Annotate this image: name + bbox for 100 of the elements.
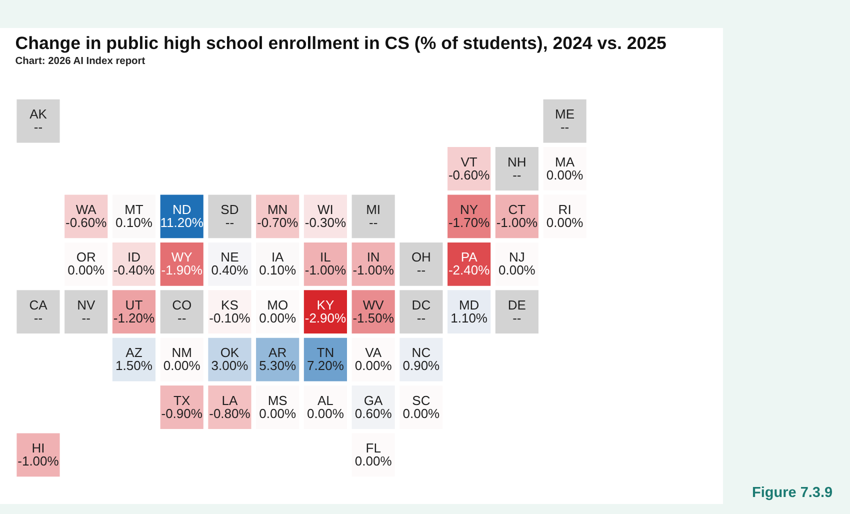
data-label: -1.00% — [352, 262, 394, 278]
data-label: -1.00% — [496, 214, 538, 230]
category-label: VA — [365, 345, 382, 360]
category-label: DC — [412, 297, 431, 312]
category-label: TX — [174, 392, 190, 408]
data-label: -- — [416, 262, 426, 278]
category-label: CA — [29, 297, 48, 312]
data-label: -0.40% — [113, 262, 156, 278]
category-label: SD — [220, 202, 239, 217]
data-label: -2.90% — [304, 310, 346, 326]
data-label: -1.70% — [448, 214, 490, 230]
category-label: AR — [268, 345, 287, 360]
data-label: -0.60% — [66, 214, 108, 230]
category-label: DE — [508, 297, 526, 312]
data-label: 0.90% — [402, 358, 440, 374]
data-label: -0.70% — [256, 214, 299, 230]
category-label: LA — [222, 392, 238, 408]
text: Chart: 2026 AI Index report — [15, 56, 146, 67]
category-label: ID — [127, 250, 140, 265]
data-label: -- — [560, 120, 570, 135]
category-label: MD — [458, 297, 480, 312]
category-label: MI — [366, 202, 381, 217]
data-label: -1.00% — [18, 453, 60, 468]
category-label: IN — [366, 250, 380, 265]
category-label: MS — [268, 392, 288, 408]
category-label: MA — [555, 154, 575, 170]
data-label: -- — [178, 310, 186, 326]
data-label: 0.00% — [68, 262, 105, 278]
data-label: 11.20% — [160, 214, 204, 230]
category-label: HI — [32, 440, 45, 456]
data-label: -1.00% — [304, 262, 346, 278]
data-label: -1.50% — [352, 310, 394, 326]
data-label: -0.80% — [209, 406, 251, 421]
category-label: MN — [267, 202, 288, 217]
data-label: 1.50% — [116, 358, 153, 374]
category-label: OK — [220, 345, 240, 360]
category-label: NE — [220, 250, 240, 265]
data-label: 0.00% — [402, 406, 440, 421]
category-label: NV — [77, 297, 96, 312]
data-label: 0.00% — [354, 358, 392, 374]
data-label: -1.20% — [113, 310, 156, 326]
category-label: AL — [318, 392, 334, 408]
data-label: 7.20% — [307, 358, 344, 374]
data-label: 0.40% — [211, 262, 249, 278]
data-label: -0.90% — [161, 406, 203, 421]
category-label: IL — [320, 250, 331, 265]
category-label: RI — [558, 202, 572, 217]
data-label: -- — [512, 310, 522, 326]
data-label: -0.30% — [304, 214, 346, 230]
category-label: CT — [508, 202, 526, 217]
data-label: 0.10% — [259, 262, 296, 278]
category-label: ME — [555, 106, 575, 122]
category-label: NY — [460, 202, 478, 217]
category-label: OH — [411, 250, 431, 265]
data-label: -1.90% — [161, 262, 203, 278]
category-label: UT — [125, 297, 143, 312]
caption: Figure 7.3.9 — [752, 485, 833, 501]
category-label: VT — [460, 154, 478, 170]
data-label: -- — [225, 214, 234, 230]
category-label: PA — [460, 250, 478, 265]
category-label: AK — [30, 106, 48, 122]
data-label: 5.30% — [259, 358, 296, 374]
data-label: 3.00% — [211, 358, 249, 374]
data-label: 0.00% — [259, 406, 296, 421]
category-label: MO — [267, 297, 288, 312]
data-label: -- — [82, 310, 90, 326]
data-label: -- — [512, 167, 522, 182]
data-label: 0.00% — [354, 453, 392, 468]
data-label: 0.00% — [498, 262, 536, 278]
category-label: IA — [271, 250, 284, 265]
data-label: 0.60% — [354, 406, 392, 421]
category-label: SC — [412, 392, 430, 408]
data-label: -0.60% — [448, 167, 490, 182]
category-label: FL — [366, 440, 381, 456]
category-label: OR — [76, 250, 96, 265]
category-label: NJ — [508, 250, 525, 265]
category-label: NM — [172, 345, 192, 360]
data-label: 0.00% — [163, 358, 201, 374]
data-label: 0.10% — [116, 214, 153, 230]
data-label: -- — [416, 310, 426, 326]
data-label: 0.00% — [259, 310, 296, 326]
data-label: 0.00% — [307, 406, 344, 421]
category-label: MT — [124, 202, 144, 217]
category-label: NH — [508, 154, 526, 170]
category-label: WA — [76, 202, 97, 217]
data-label: -- — [34, 120, 43, 135]
category-label: NC — [412, 345, 431, 360]
text: Change in public high school enrollment in CS (% of students), 2024 vs. 2025 — [15, 33, 667, 54]
data-label: -0.10% — [209, 310, 251, 326]
category-label: KY — [316, 297, 334, 312]
data-label: -- — [34, 310, 43, 326]
data-label: -2.40% — [448, 262, 490, 278]
category-label: TN — [316, 345, 334, 360]
data-label: -- — [368, 214, 378, 230]
category-label: CO — [172, 297, 192, 312]
category-label: WI — [318, 202, 334, 217]
data-label: 0.00% — [546, 214, 584, 230]
data-label: 1.10% — [450, 310, 488, 326]
data-label: 0.00% — [546, 167, 584, 182]
category-label: ND — [172, 202, 192, 217]
